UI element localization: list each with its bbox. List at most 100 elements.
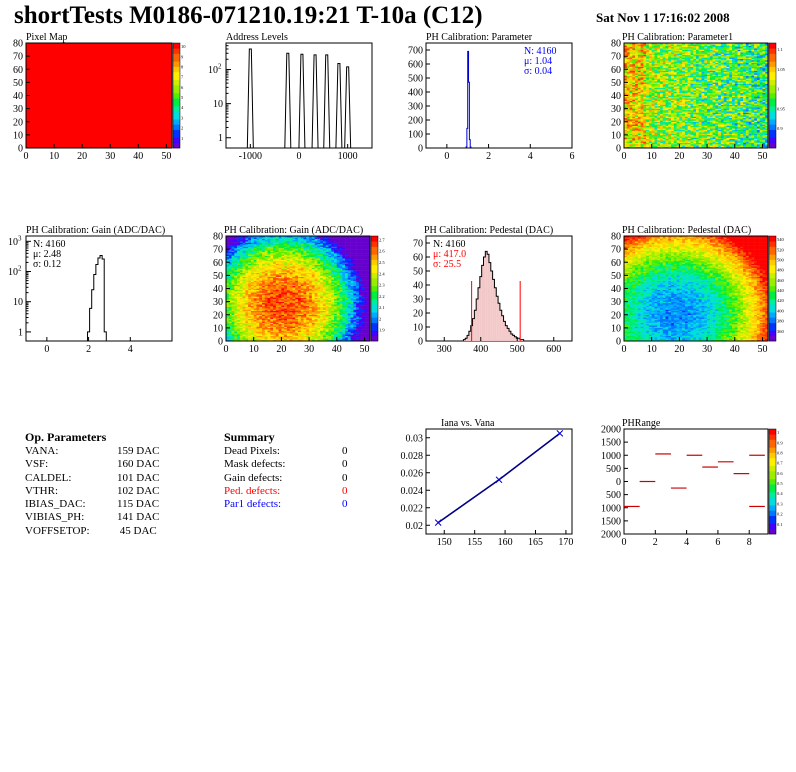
heatmap-cell	[762, 95, 766, 98]
heatmap-cell	[701, 106, 705, 108]
heatmap-cell	[242, 292, 246, 294]
heatmap-cell	[737, 128, 741, 130]
heatmap-cell	[226, 289, 230, 292]
heatmap-cell	[737, 78, 741, 80]
heatmap-cell	[637, 50, 641, 53]
heatmap-cell	[237, 276, 241, 279]
heatmap-cell	[640, 121, 644, 124]
heatmap-cell	[234, 246, 238, 249]
heatmap-cell	[648, 138, 652, 141]
heatmap-cell	[684, 95, 688, 98]
heatmap-cell	[693, 69, 697, 71]
heatmap-cell	[704, 103, 708, 105]
heatmap-cell	[662, 62, 666, 65]
heatmap-cell	[745, 113, 749, 116]
heatmap-cell	[665, 133, 669, 136]
heatmap-cell	[743, 137, 747, 140]
heatmap-cell	[231, 312, 235, 314]
heatmap-cell	[679, 49, 683, 52]
heatmap-cell	[629, 67, 633, 70]
heatmap-cell	[684, 69, 688, 71]
colorbar-segment	[173, 100, 180, 104]
heatmap-cell	[751, 86, 755, 88]
heatmap-cell	[732, 94, 736, 96]
y-tick-label: 10	[213, 99, 223, 110]
heatmap-cell	[751, 78, 755, 80]
heatmap-cell	[762, 92, 766, 95]
heatmap-cell	[662, 45, 666, 48]
heatmap-cell	[765, 74, 769, 77]
heatmap-cell	[673, 104, 677, 107]
heatmap-cell	[632, 145, 636, 147]
heatmap-cell	[701, 71, 705, 74]
heatmap-cell	[624, 91, 628, 94]
heatmap-cell	[682, 133, 686, 136]
heatmap-cell	[751, 127, 755, 129]
heatmap-cell	[228, 283, 232, 285]
heatmap-cell	[748, 71, 752, 74]
heatmap-cell	[729, 78, 733, 80]
heatmap-cell	[626, 104, 630, 107]
heatmap-cell	[657, 53, 661, 56]
heatmap-cell	[707, 94, 711, 96]
heatmap-cell	[624, 70, 628, 73]
heatmap-cell	[718, 128, 722, 130]
heatmap-cell	[651, 121, 655, 124]
heatmap-cell	[687, 125, 691, 128]
heatmap-cell	[754, 141, 758, 143]
heatmap-cell	[671, 116, 675, 119]
heatmap-cell	[720, 145, 724, 147]
heatmap-cell	[726, 103, 730, 105]
heatmap-cell	[671, 90, 675, 92]
heatmap-cell	[740, 129, 744, 132]
heatmap-cell	[751, 137, 755, 140]
heatmap-cell	[723, 113, 727, 116]
heatmap-cell	[654, 85, 658, 87]
heatmap-cell	[748, 74, 752, 77]
heatmap-cell	[237, 299, 241, 301]
heatmap-cell	[698, 62, 702, 65]
heatmap-cell	[668, 79, 672, 82]
heatmap-cell	[737, 61, 741, 63]
heatmap-cell	[698, 95, 702, 98]
heatmap-cell	[660, 130, 664, 133]
heatmap-cell	[679, 112, 683, 115]
heatmap-cell	[673, 88, 677, 91]
colorbar-segment	[769, 53, 776, 57]
heatmap-cell	[698, 78, 702, 80]
heatmap-cell	[673, 142, 677, 145]
heatmap-cell	[745, 82, 749, 84]
heatmap-cell	[765, 56, 769, 58]
heatmap-cell	[693, 57, 697, 59]
heatmap-cell	[712, 82, 716, 84]
heatmap-cell	[715, 65, 719, 67]
heatmap-cell	[637, 79, 641, 82]
heatmap-cell	[637, 86, 641, 88]
heatmap-cell	[726, 79, 730, 82]
heatmap-cell	[765, 69, 769, 71]
heatmap-cell	[643, 106, 647, 108]
heatmap-cell	[660, 145, 664, 147]
heatmap-cell	[765, 120, 769, 122]
heatmap-cell	[701, 43, 705, 45]
heatmap-cell	[662, 121, 666, 124]
heatmap-cell	[637, 91, 641, 94]
heatmap-cell	[723, 90, 727, 92]
heatmap-cell	[743, 146, 747, 149]
heatmap-cell	[687, 43, 691, 45]
heatmap-cell	[651, 132, 655, 134]
heatmap-cell	[676, 52, 680, 54]
heatmap-cell	[726, 67, 730, 70]
heatmap-cell	[762, 104, 766, 107]
heatmap-cell	[748, 92, 752, 95]
heatmap-cell	[228, 242, 232, 245]
heatmap-cell	[626, 140, 630, 142]
heatmap-cell	[754, 81, 758, 83]
heatmap-cell	[632, 87, 636, 90]
heatmap-cell	[626, 119, 630, 121]
heatmap-cell	[740, 56, 744, 58]
heatmap-cell	[651, 140, 655, 142]
heatmap-cell	[676, 90, 680, 92]
heatmap-cell	[759, 125, 763, 128]
